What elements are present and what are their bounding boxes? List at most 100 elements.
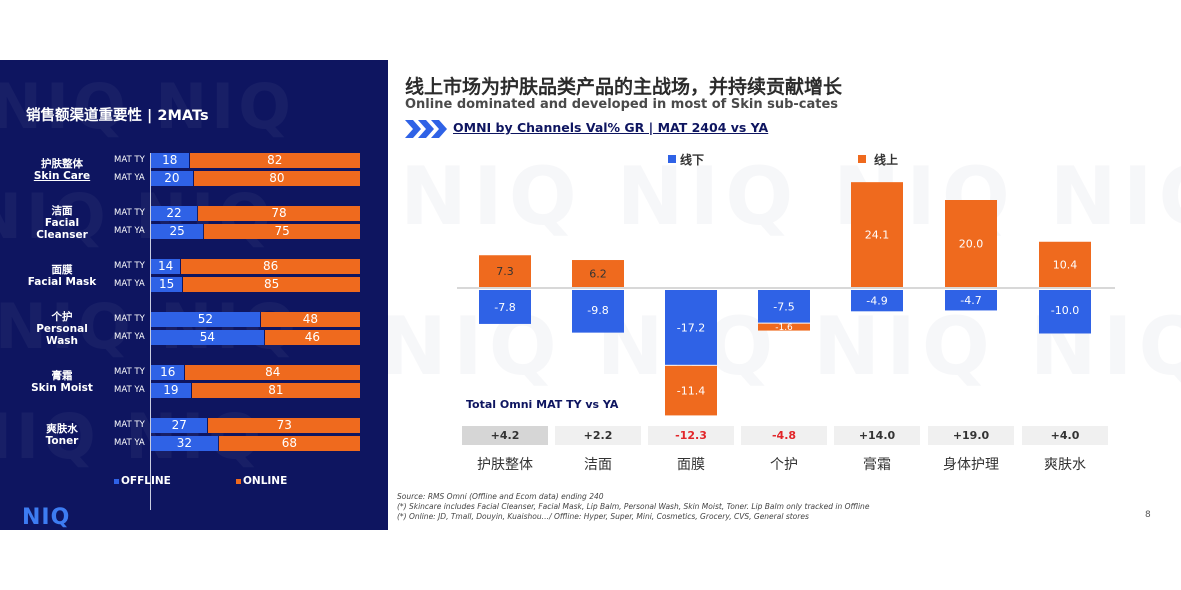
online-segment: 46	[264, 330, 360, 345]
category-label-en: Facial Mask	[27, 276, 97, 288]
offline-segment: 16	[151, 365, 185, 380]
legend-offline-swatch	[668, 155, 676, 163]
category-label-en: Personal Wash	[36, 323, 88, 347]
category-label: 膏霜 Skin Moist	[14, 370, 110, 394]
offline-value-label: -4.7	[960, 294, 981, 307]
legend-online: ONLINE	[236, 475, 287, 487]
row-label-ya: MAT YA	[114, 332, 145, 342]
category-tick-label: 爽肤水	[1044, 457, 1086, 473]
online-segment: 82	[189, 153, 360, 168]
bar-axis-line	[150, 153, 151, 510]
row-label-ty: MAT TY	[114, 155, 145, 165]
section-header: OMNI by Channels Val% GR | MAT 2404 vs Y…	[405, 118, 768, 140]
offline-bar	[851, 290, 903, 312]
online-swatch	[236, 478, 241, 484]
offline-segment: 52	[151, 312, 260, 327]
total-growth-value: +19.0	[928, 426, 1014, 445]
category-label-en: Toner	[45, 435, 79, 447]
offline-value-label: -7.8	[494, 301, 515, 314]
channel-note: (*) Online: JD, Tmall, Douyin, Kuaishou……	[397, 512, 809, 521]
category-tick-label: 洁面	[584, 457, 612, 473]
total-growth-value: +4.2	[462, 426, 548, 445]
online-segment: 75	[204, 224, 360, 239]
category-label-zh: 洁面	[51, 205, 73, 217]
offline-bar	[945, 290, 997, 311]
category-tick-label: 身体护理	[943, 457, 999, 473]
online-value-label: 20.0	[959, 238, 984, 251]
row-label-ya: MAT YA	[114, 226, 145, 236]
offline-segment: 20	[151, 171, 193, 186]
legend-online-label: ONLINE	[243, 475, 288, 487]
total-growth-value: +4.0	[1022, 426, 1108, 445]
offline-value-label: -9.8	[587, 304, 608, 317]
offline-bar	[758, 290, 810, 323]
legend-online-label: 线上	[874, 152, 898, 167]
category-label: 护肤整体 Skin Care	[14, 158, 110, 182]
category-label-zh: 爽肤水	[46, 423, 78, 435]
online-segment: 81	[191, 383, 360, 398]
online-bar	[945, 200, 997, 287]
category-label-en: Skin Care	[33, 170, 91, 182]
row-label-ty: MAT TY	[114, 420, 145, 430]
category-tick-label: 护肤整体	[477, 457, 533, 473]
total-growth-value: -4.8	[741, 426, 827, 445]
online-bar	[479, 255, 531, 287]
offline-segment: 15	[151, 277, 183, 292]
online-value-label: -11.4	[677, 385, 705, 398]
online-segment: 68	[218, 436, 360, 451]
legend-online-swatch	[858, 155, 866, 163]
offline-bar	[665, 290, 717, 365]
panel-title: 销售额渠道重要性 | 2MATs	[26, 108, 209, 124]
category-label-zh: 膏霜	[51, 370, 73, 382]
page-title: 线上市场为护肤品类产品的主战场，并持续贡献增长	[405, 76, 843, 98]
offline-segment: 32	[151, 436, 218, 451]
legend-offline: OFFLINE	[114, 475, 171, 487]
page-subtitle: Online dominated and developed in most o…	[405, 97, 839, 112]
category-label: 个护 Personal Wash	[14, 311, 110, 347]
online-bar	[572, 260, 624, 287]
online-segment: 73	[208, 418, 360, 433]
row-label-ya: MAT YA	[114, 279, 145, 289]
category-label-zh: 护肤整体	[41, 158, 83, 170]
offline-value-label: -4.9	[866, 295, 887, 308]
offline-swatch	[114, 478, 119, 484]
total-growth-value: +14.0	[834, 426, 920, 445]
triple-chevron-icon	[405, 120, 447, 138]
online-segment: 48	[260, 312, 360, 327]
niq-watermark: NIQ NIQ	[0, 70, 295, 143]
online-value-label: 6.2	[589, 268, 607, 281]
offline-segment: 18	[151, 153, 189, 168]
channel-importance-panel: NIQ NIQ NIQ NIQ NIQ NIQ NIQ NIQ 销售额渠道重要性…	[0, 60, 388, 530]
online-bar	[758, 323, 810, 331]
online-segment: 86	[181, 259, 360, 274]
category-label-zh: 面膜	[51, 264, 73, 276]
row-label-ya: MAT YA	[114, 438, 145, 448]
offline-bar	[1039, 290, 1091, 334]
offline-value-label: -7.5	[773, 300, 794, 313]
offline-bar	[572, 290, 624, 333]
row-label-ty: MAT TY	[114, 367, 145, 377]
online-bar	[851, 182, 903, 287]
category-label-en: Facial Cleanser	[36, 217, 88, 241]
offline-value-label: -10.0	[1051, 304, 1079, 317]
offline-bar	[479, 290, 531, 324]
category-label-en: Skin Moist	[31, 382, 93, 394]
online-segment: 85	[183, 277, 360, 292]
online-value-label: 24.1	[865, 229, 890, 242]
row-label-ya: MAT YA	[114, 173, 145, 183]
category-label: 爽肤水 Toner	[14, 423, 110, 447]
online-value-label: 7.3	[496, 265, 514, 278]
category-tick-label: 面膜	[677, 457, 705, 473]
niq-logo: NIQ	[22, 505, 71, 530]
online-segment: 84	[185, 365, 360, 380]
section-title: OMNI by Channels Val% GR | MAT 2404 vs Y…	[453, 120, 769, 135]
online-value-label: -1.6	[775, 323, 793, 333]
online-bar	[1039, 241, 1091, 287]
skincare-note: (*) Skincare includes Facial Cleanser, F…	[397, 502, 870, 511]
row-label-ty: MAT TY	[114, 208, 145, 218]
offline-segment: 54	[151, 330, 264, 345]
row-label-ty: MAT TY	[114, 261, 145, 271]
legend-offline-label: 线下	[680, 152, 704, 167]
category-label: 洁面 Facial Cleanser	[14, 205, 110, 241]
